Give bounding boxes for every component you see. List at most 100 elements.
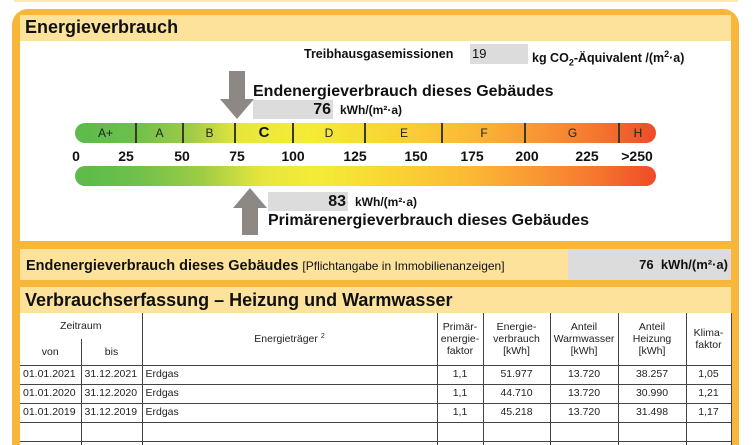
divider xyxy=(524,123,526,143)
emissions-value: 19 xyxy=(470,44,528,64)
divider xyxy=(441,123,443,143)
cell-von: 01.01.2019 xyxy=(20,402,82,423)
end-energy-unit: kWh/(m²·a) xyxy=(340,103,402,117)
class-a-plus: A+ xyxy=(97,126,113,140)
table-row: 01.01.2021 31.12.2021 Erdgas 1,1 51.977 … xyxy=(20,364,732,385)
cell-verbrauch: 51.977 xyxy=(482,364,551,385)
cell-empty xyxy=(436,440,484,445)
end-energy-arrow-down-icon xyxy=(220,71,254,119)
class-f: F xyxy=(480,126,488,140)
end-energy-value: 76 xyxy=(313,101,331,118)
table-row: 01.01.2020 31.12.2020 Erdgas 1,1 44.710 … xyxy=(20,383,732,404)
class-d: D xyxy=(324,126,334,140)
table-row xyxy=(20,421,732,442)
cell-primaerfaktor xyxy=(436,421,484,442)
cell-bis: 31.12.2019 xyxy=(80,402,143,423)
primary-energy-arrow-up-icon xyxy=(233,188,267,235)
cell-verbrauch: 44.710 xyxy=(482,383,551,404)
cell-empty xyxy=(617,440,687,445)
cell-empty xyxy=(20,440,82,445)
class-e: E xyxy=(399,126,408,140)
cell-warmwasser: 13.720 xyxy=(549,402,619,423)
cell-von: 01.01.2021 xyxy=(20,364,82,385)
table-row xyxy=(20,440,732,445)
divider xyxy=(135,123,137,143)
cell-klimafaktor: 1,05 xyxy=(685,364,732,385)
cell-empty xyxy=(141,440,438,445)
end-energy-band-value: 76 kWh/(m²·a) xyxy=(639,257,728,272)
page-title: Energieverbrauch xyxy=(25,17,179,37)
mandatory-note: [Pflichtangabe in Immobilienanzeigen] xyxy=(302,259,505,273)
cell-klimafaktor: 1,17 xyxy=(685,402,732,423)
header-energieverbrauch: Energie-verbrauch [kWh] xyxy=(482,313,551,366)
cell-warmwasser: 13.720 xyxy=(549,364,619,385)
class-g: G xyxy=(567,126,578,140)
primary-energy-value: 83 xyxy=(328,193,346,210)
table-row: 01.01.2019 31.12.2019 Erdgas 1,1 45.218 … xyxy=(20,402,732,423)
cell-heizung: 38.257 xyxy=(617,364,687,385)
tick-label: 200 xyxy=(515,148,539,164)
tick-label: 50 xyxy=(174,148,190,164)
cell-von: 01.01.2020 xyxy=(20,383,82,404)
cell-bis: 31.12.2020 xyxy=(80,383,143,404)
cell-primaerfaktor: 1,1 xyxy=(436,383,484,404)
divider xyxy=(618,123,620,143)
header-anteil-heizung: Anteil Heizung [kWh] xyxy=(617,313,687,366)
divider xyxy=(364,123,366,143)
top-rule xyxy=(14,0,738,2)
class-b: B xyxy=(205,126,214,140)
cell-heizung: 31.498 xyxy=(617,402,687,423)
header-energietraeger: Energieträger 2 xyxy=(141,313,438,366)
end-energy-band-label: Endenergieverbrauch dieses Gebäudes [Pfl… xyxy=(26,258,505,274)
header-primaerenergiefaktor: Primär-energie-faktor xyxy=(436,313,484,366)
primary-energy-title: Primärenergieverbrauch dieses Gebäudes xyxy=(268,212,590,229)
cell-verbrauch: 45.218 xyxy=(482,402,551,423)
cell-warmwasser: 13.720 xyxy=(549,383,619,404)
end-energy-value-box xyxy=(253,100,333,119)
class-h: H xyxy=(633,126,643,140)
tick-label: 0 xyxy=(72,148,80,164)
primary-energy-unit: kWh/(m²·a) xyxy=(355,195,417,209)
cell-klimafaktor: 1,21 xyxy=(685,383,732,404)
header-anteil-warmwasser: Anteil Warmwasser [kWh] xyxy=(549,313,619,366)
cell-energietraeger: Erdgas xyxy=(141,402,438,423)
cell-primaerfaktor: 1,1 xyxy=(436,402,484,423)
end-energy-title: Endenergieverbrauch dieses Gebäudes xyxy=(253,83,554,100)
consumption-band xyxy=(20,287,731,313)
tick-label: 125 xyxy=(343,148,367,164)
cell-empty xyxy=(80,440,143,445)
cell-heizung xyxy=(617,421,687,442)
header-klimafaktor: Klima-faktor xyxy=(685,313,732,366)
cell-energietraeger: Erdgas xyxy=(141,364,438,385)
tick-label: >250 xyxy=(621,148,653,164)
efficiency-class-scale: A+ A B C D E F G H xyxy=(75,123,656,143)
header-zeitraum: Zeitraum xyxy=(20,313,143,339)
cell-empty xyxy=(685,440,732,445)
tick-label: 100 xyxy=(281,148,305,164)
cell-bis xyxy=(80,421,143,442)
tick-label: 25 xyxy=(118,148,134,164)
consumption-table: Zeitraum Energieträger 2 Primär-energie-… xyxy=(20,313,732,445)
tick-label: 150 xyxy=(404,148,428,164)
class-c: C xyxy=(258,124,270,141)
separator xyxy=(20,241,731,249)
primary-energy-scale xyxy=(75,166,656,186)
cell-warmwasser xyxy=(549,421,619,442)
cell-energietraeger xyxy=(141,421,438,442)
divider xyxy=(234,123,236,143)
divider xyxy=(182,123,184,143)
cell-bis: 31.12.2021 xyxy=(80,364,143,385)
header-band xyxy=(20,15,731,41)
end-energy-band-value-box xyxy=(568,249,731,280)
emissions-label: Treibhausgasemissionen xyxy=(304,47,454,61)
tick-label: 225 xyxy=(575,148,599,164)
tick-label: 75 xyxy=(229,148,245,164)
divider xyxy=(292,123,294,143)
cell-klimafaktor xyxy=(685,421,732,442)
cell-heizung: 30.990 xyxy=(617,383,687,404)
tick-label: 175 xyxy=(460,148,484,164)
header-von: von xyxy=(20,339,82,366)
consumption-title: Verbrauchserfassung – Heizung und Warmwa… xyxy=(25,290,453,310)
cell-empty xyxy=(549,440,619,445)
primary-energy-value-box xyxy=(268,192,348,211)
